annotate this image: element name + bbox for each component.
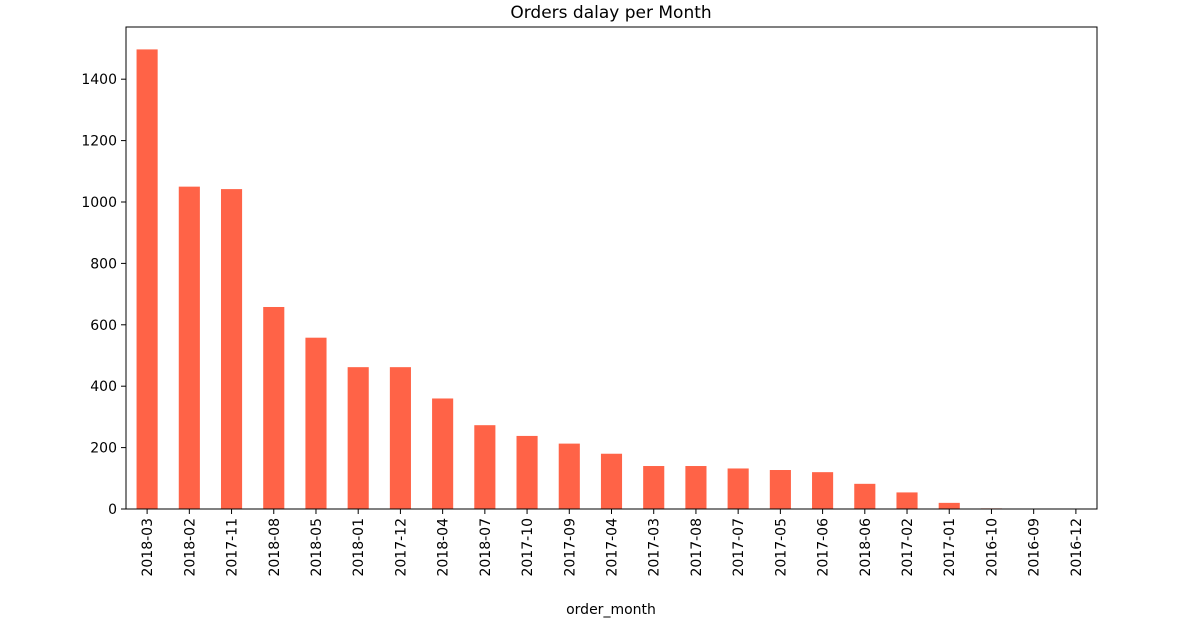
bar-2017-10 <box>516 435 538 509</box>
y-tick-label: 800 <box>90 256 117 272</box>
bar-2017-07 <box>727 468 749 509</box>
x-tick-label: 2017-12 <box>393 518 409 577</box>
bar-2018-06 <box>854 483 876 509</box>
x-tick-label: 2016-09 <box>1027 518 1043 577</box>
bar-2017-04 <box>600 453 623 509</box>
y-tick-label: 1400 <box>81 72 117 88</box>
y-tick-label: 200 <box>90 441 117 457</box>
bar-2017-12 <box>389 367 411 509</box>
bar-2017-02 <box>896 492 918 509</box>
x-tick-label: 2017-04 <box>605 518 621 577</box>
bar-2018-04 <box>432 398 454 509</box>
x-tick-label: 2018-02 <box>182 518 198 577</box>
y-tick-label: 400 <box>90 379 117 395</box>
x-tick-label: 2018-06 <box>858 518 874 577</box>
x-tick-label: 2017-02 <box>900 518 916 577</box>
x-tick-label: 2016-10 <box>984 518 1000 577</box>
x-tick-label: 2017-05 <box>773 518 789 577</box>
y-tick-label: 600 <box>90 318 117 334</box>
x-tick-label: 2018-07 <box>478 518 494 577</box>
bar-2017-01 <box>938 502 960 509</box>
x-tick-label: 2017-08 <box>689 518 705 577</box>
bar-2017-06 <box>812 472 834 509</box>
y-axis-ticks: 0 200 400 600 800 1000 1200 1400 <box>81 72 126 518</box>
x-tick-label: 2018-05 <box>309 518 325 577</box>
bar-2018-01 <box>347 367 369 509</box>
y-tick-label: 0 <box>108 502 117 518</box>
bar-2017-11 <box>220 189 243 509</box>
x-axis-label: order_month <box>566 602 656 618</box>
bar-2018-03 <box>136 49 158 509</box>
x-tick-label: 2017-03 <box>647 518 663 577</box>
x-tick-label: 2017-11 <box>225 518 241 577</box>
x-tick-label: 2018-08 <box>267 518 283 577</box>
bar-2017-08 <box>685 466 707 509</box>
bar-2018-02 <box>178 186 200 509</box>
bar-2018-08 <box>263 306 285 509</box>
x-tick-label: 2017-09 <box>562 518 578 577</box>
x-tick-label: 2018-04 <box>436 518 452 577</box>
y-tick-label: 1200 <box>81 134 117 150</box>
bar-2017-03 <box>643 466 665 509</box>
x-tick-label: 2017-06 <box>816 518 832 577</box>
chart-title: Orders dalay per Month <box>510 3 711 23</box>
x-tick-label: 2017-10 <box>520 518 536 577</box>
x-tick-label: 2017-07 <box>731 518 747 577</box>
x-tick-label: 2016-12 <box>1069 518 1085 577</box>
y-tick-label: 1000 <box>81 195 117 211</box>
bar-2017-05 <box>769 470 791 509</box>
bar-2018-05 <box>305 337 327 509</box>
x-axis-ticks: 2018-03 2018-02 2017-11 2018-08 2018-05 2018-… <box>140 509 1085 577</box>
bar-2018-07 <box>474 425 496 509</box>
x-tick-label: 2017-01 <box>942 518 958 577</box>
plot-frame <box>125 26 1098 510</box>
bars-layer <box>136 49 1087 509</box>
x-tick-label: 2018-03 <box>140 518 156 577</box>
bar-2017-09 <box>558 443 580 509</box>
x-tick-label: 2018-01 <box>351 518 367 577</box>
